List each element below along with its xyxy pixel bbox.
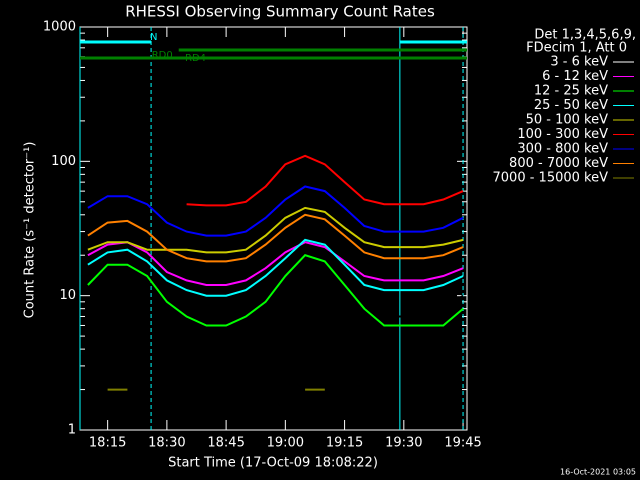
legend-label: 100 - 300 keV <box>517 127 608 142</box>
series-line <box>87 241 464 286</box>
x-tick-label: 19:00 <box>267 436 304 451</box>
legend-label: 25 - 50 keV <box>534 98 608 113</box>
series-line <box>87 185 464 237</box>
x-tick-label: 18:45 <box>207 436 244 451</box>
flag-label: N <box>150 32 157 43</box>
y-tick-label: 100 <box>51 154 76 169</box>
x-tick-label: 18:15 <box>89 436 126 451</box>
legend-header: Det 1,3,4,5,6,9, <box>534 28 636 43</box>
legend-label: 3 - 6 keV <box>550 55 608 70</box>
legend-label: 7000 - 15000 keV <box>493 171 609 186</box>
legend-label: 50 - 100 keV <box>526 113 609 128</box>
footer: 16-Oct-2021 03:05 <box>560 468 636 477</box>
x-tick-label: 19:45 <box>444 436 481 451</box>
x-tick-label: 19:30 <box>385 436 422 451</box>
series-line <box>87 254 464 327</box>
x-tick-label: 18:30 <box>148 436 185 451</box>
legend-label: 12 - 25 keV <box>534 84 608 99</box>
y-tick-label: 1000 <box>43 20 76 35</box>
x-axis-label: Start Time (17-Oct-09 18:08:22) <box>168 456 378 471</box>
chart-title: RHESSI Observing Summary Count Rates <box>125 3 435 21</box>
y-tick-label: 1 <box>68 423 76 438</box>
legend-header: FDecim 1, Att 0 <box>526 41 627 56</box>
series-line <box>87 213 464 263</box>
series-line <box>186 154 464 207</box>
legend-label: 6 - 12 keV <box>542 69 608 84</box>
flag-label: RD4 <box>185 53 206 64</box>
legend-label: 800 - 7000 keV <box>509 156 608 171</box>
series-line <box>87 206 464 254</box>
y-tick-label: 10 <box>59 288 76 303</box>
flag-label: RD0 <box>152 50 173 61</box>
series-line <box>87 238 464 297</box>
x-tick-label: 19:15 <box>326 436 363 451</box>
legend-label: 300 - 800 keV <box>517 142 608 157</box>
y-axis-label: Count Rate (s⁻¹ detector⁻¹) <box>23 142 38 319</box>
